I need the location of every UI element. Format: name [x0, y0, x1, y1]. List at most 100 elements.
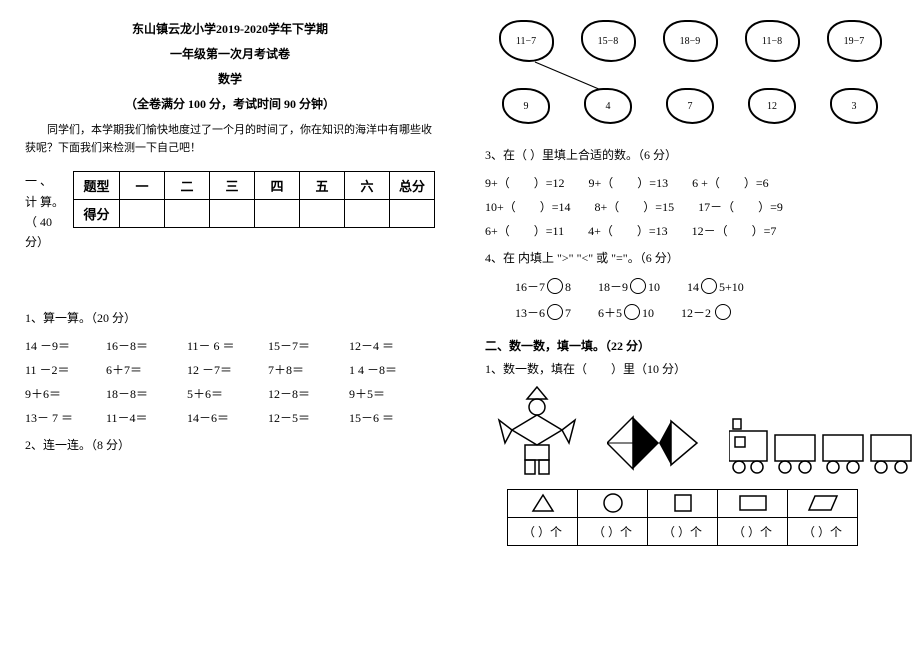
- eq: 14 －9＝: [25, 334, 103, 358]
- q2-title: 2、连一连。（8 分）: [25, 436, 435, 453]
- th-type: 题型: [74, 172, 120, 200]
- exam-header: 东山镇云龙小学2019-2020学年下学期 一年级第一次月考试卷 数学 （全卷满…: [25, 20, 435, 112]
- eq: 11－ 6 ＝: [187, 334, 265, 358]
- animal-icon: 3: [830, 88, 878, 124]
- animal-label: 11−7: [516, 36, 536, 47]
- q4-row1: 16－7 8 18－9 10 14 5+10: [485, 274, 895, 300]
- eq: 12－5＝: [268, 406, 346, 430]
- score-cell: [390, 200, 435, 228]
- section-1: 一 、 计 算。 （ 40 分） 题型 一 二 三 四 五 六 总分 得分: [25, 171, 435, 253]
- comp-item: 14 5+10: [687, 274, 744, 300]
- comp-item: 13－6 7: [515, 300, 571, 326]
- meta-line: （全卷满分 100 分，考试时间 90 分钟）: [25, 95, 435, 112]
- comp-l: 16－7: [515, 280, 545, 294]
- right-column: 11−7 15−8 18−9 11−8 19−7 9 4 7 12 3 3、在（…: [460, 0, 920, 651]
- comp-item: 18－9 10: [598, 274, 660, 300]
- eq: 9＋5＝: [349, 382, 427, 406]
- comp-item: 16－7 8: [515, 274, 571, 300]
- circle-icon: [547, 278, 563, 294]
- s2-q1-title: 1、数一数，填在（ ）里（10 分）: [485, 360, 895, 377]
- animal-label: 12: [767, 101, 777, 112]
- animal-icon: 15−8: [581, 20, 636, 62]
- score-cell: [345, 200, 390, 228]
- eq: 15－6 ＝: [349, 406, 427, 430]
- section2-title: 二、数一数，填一填。（22 分）: [485, 337, 895, 354]
- comp-l: 14: [687, 280, 699, 294]
- q1-title: 1、算一算。（20 分）: [25, 309, 435, 326]
- circle-icon: [547, 304, 563, 320]
- eq: 1 4 －8＝: [349, 358, 427, 382]
- eq: 16－8＝: [106, 334, 184, 358]
- eq: 11 －2＝: [25, 358, 103, 382]
- animal-label: 7: [688, 101, 693, 112]
- comp-item: 6＋5 10: [598, 300, 654, 326]
- circle-icon: [715, 304, 731, 320]
- animal-label: 19−7: [844, 36, 865, 47]
- eq: 5＋6＝: [187, 382, 265, 406]
- th-1: 一: [120, 172, 165, 200]
- comp-r: 8: [565, 280, 571, 294]
- school-name: 东山镇云龙小学2019-2020学年下学期: [25, 20, 435, 37]
- comp-r: 7: [565, 306, 571, 320]
- animals-bottom: 9 4 7 12 3: [485, 88, 895, 124]
- score-cell: [210, 200, 255, 228]
- shapes-figures: [497, 385, 895, 475]
- eq: 12－4 ＝: [349, 334, 427, 358]
- circle-icon: [624, 304, 640, 320]
- subject: 数学: [25, 70, 435, 87]
- count-cell: （ ）个: [648, 517, 718, 545]
- th-5: 五: [300, 172, 345, 200]
- shape-parallelogram-icon: [788, 489, 858, 517]
- grade-line: 一年级第一次月考试卷: [25, 45, 435, 62]
- th-3: 三: [210, 172, 255, 200]
- animal-label: 4: [606, 101, 611, 112]
- score-cell: [120, 200, 165, 228]
- shape-square-icon: [648, 489, 718, 517]
- triangles-figure-icon: [607, 413, 699, 475]
- eq: 9＋6＝: [25, 382, 103, 406]
- animal-icon: 18−9: [663, 20, 718, 62]
- animal-icon: 11−7: [499, 20, 554, 62]
- eq: 13－ 7 ＝: [25, 406, 103, 430]
- eq: 12 －7＝: [187, 358, 265, 382]
- comp-item: 12－2: [681, 300, 733, 326]
- score-table: 题型 一 二 三 四 五 六 总分 得分: [73, 171, 435, 228]
- animals-top: 11−7 15−8 18−9 11−8 19−7: [485, 20, 895, 62]
- score-cell: [255, 200, 300, 228]
- eq: 7＋8＝: [268, 358, 346, 382]
- animal-icon: 19−7: [827, 20, 882, 62]
- animal-label: 18−9: [680, 36, 701, 47]
- eq: 6＋7＝: [106, 358, 184, 382]
- animal-label: 3: [852, 101, 857, 112]
- comp-r: 5+10: [719, 280, 744, 294]
- comp-l: 12－2: [681, 306, 711, 320]
- comp-l: 13－6: [515, 306, 545, 320]
- animal-label: 11−8: [762, 36, 782, 47]
- comp-l: 18－9: [598, 280, 628, 294]
- comp-r: 10: [648, 280, 660, 294]
- q3-line: 6+（ ）=11 4+（ ）=13 12－（ ）=7: [485, 219, 895, 243]
- section-label-3: （ 40: [25, 212, 73, 232]
- q1-equations: 14 －9＝ 16－8＝ 11－ 6 ＝ 15－7＝ 12－4 ＝ 11 －2＝…: [25, 334, 435, 430]
- section-1-label: 一 、 计 算。 （ 40 分）: [25, 171, 73, 253]
- animal-icon: 7: [666, 88, 714, 124]
- comp-r: 10: [642, 306, 654, 320]
- animal-icon: 4: [584, 88, 632, 124]
- count-cell: （ ）个: [788, 517, 858, 545]
- left-column: 东山镇云龙小学2019-2020学年下学期 一年级第一次月考试卷 数学 （全卷满…: [0, 0, 460, 651]
- shape-triangle-icon: [508, 489, 578, 517]
- th-2: 二: [165, 172, 210, 200]
- section-label-1: 一 、: [25, 171, 73, 191]
- comp-l: 6＋5: [598, 306, 622, 320]
- eq: 18－8＝: [106, 382, 184, 406]
- shape-rectangle-icon: [718, 489, 788, 517]
- intro-text: 同学们，本学期我们愉快地度过了一个月的时间了，你在知识的海洋中有哪些收获呢？下面…: [25, 122, 435, 157]
- animals-block: 11−7 15−8 18−9 11−8 19−7 9 4 7 12 3: [485, 20, 895, 140]
- q4-row2: 13－6 7 6＋5 10 12－2: [485, 300, 895, 326]
- animal-label: 9: [524, 101, 529, 112]
- th-total: 总分: [390, 172, 435, 200]
- shape-circle-icon: [578, 489, 648, 517]
- th-6: 六: [345, 172, 390, 200]
- eq: 11－4＝: [106, 406, 184, 430]
- q3-line: 9+（ ）=12 9+（ ）=13 6 +（ ）=6: [485, 171, 895, 195]
